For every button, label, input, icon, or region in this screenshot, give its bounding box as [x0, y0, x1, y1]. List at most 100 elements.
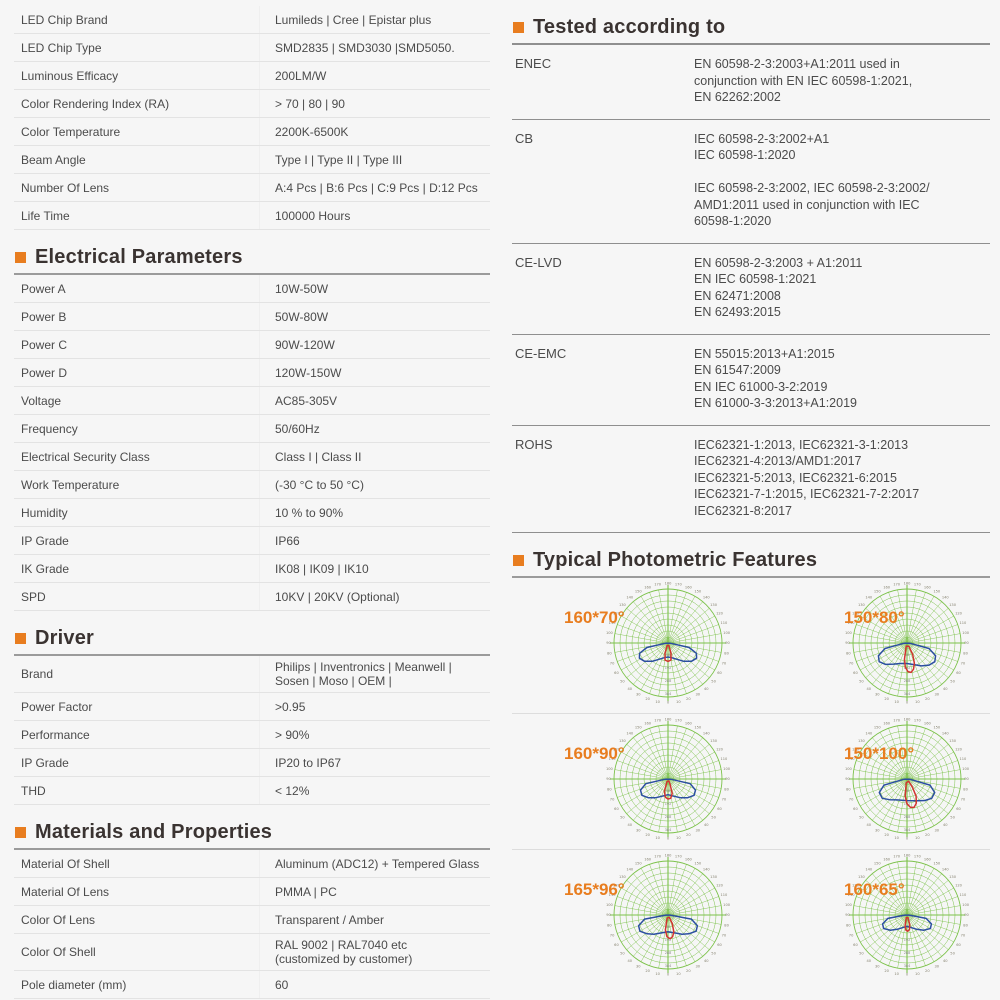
spec-row: Work Temperature (-30 °C to 50 °C) — [14, 471, 490, 499]
svg-text:10: 10 — [676, 836, 681, 840]
svg-text:30: 30 — [934, 829, 939, 833]
svg-text:30: 30 — [875, 693, 880, 697]
photometric-cell: 165*96° 0 10 10 20 20 30 30 40 40 50 50 60 60 70 70 80 80… — [512, 850, 751, 985]
svg-text:90: 90 — [606, 777, 611, 781]
svg-text:10: 10 — [655, 700, 660, 704]
svg-text:150: 150 — [694, 590, 702, 594]
svg-text:20: 20 — [686, 833, 691, 837]
spec-label: Power B — [21, 309, 67, 324]
beam-angle-label: 160*65° — [844, 880, 905, 899]
svg-text:192: 192 — [665, 802, 671, 806]
svg-text:100: 100 — [723, 767, 731, 771]
spec-value: >0.95 — [259, 693, 490, 720]
svg-text:60: 60 — [614, 943, 619, 947]
svg-text:96: 96 — [905, 653, 909, 657]
svg-text:120: 120 — [852, 611, 860, 615]
driver-spec-table: Brand Philips | Inventronics | Meanwell |… — [14, 656, 490, 805]
svg-text:30: 30 — [934, 693, 939, 697]
spec-row: Color Of Shell RAL 9002 | RAL7040 etc (cu… — [14, 934, 490, 971]
svg-text:110: 110 — [959, 757, 967, 761]
spec-label: Material Of Lens — [21, 884, 110, 899]
general-spec-table: LED Chip Brand Lumileds | Cree | Epistar … — [14, 6, 490, 230]
svg-text:10: 10 — [894, 700, 899, 704]
svg-text:70: 70 — [961, 662, 966, 666]
svg-text:170: 170 — [914, 855, 922, 859]
svg-text:120: 120 — [955, 611, 963, 615]
svg-text:140: 140 — [942, 732, 950, 736]
spec-value: 120W-150W — [259, 359, 490, 386]
svg-text:130: 130 — [949, 603, 957, 607]
svg-text:0: 0 — [906, 837, 909, 841]
spec-row: LED Chip Type SMD2835 | SMD3030 |SMD5050. — [14, 34, 490, 62]
spec-label: Humidity — [21, 505, 68, 520]
section-divider — [14, 273, 490, 275]
svg-text:80: 80 — [607, 788, 612, 792]
section-materials-properties: Materials and Properties — [14, 819, 490, 845]
spec-label: LED Chip Brand — [21, 12, 108, 27]
svg-text:150: 150 — [933, 726, 941, 730]
svg-text:10: 10 — [894, 836, 899, 840]
photometric-polar-chart: 0 101020203030404050506060707080809090100… — [606, 582, 731, 705]
certification-name: CB — [515, 130, 534, 146]
svg-text:130: 130 — [858, 875, 866, 879]
certification-name: CE-EMC — [515, 345, 567, 361]
svg-text:130: 130 — [710, 739, 718, 743]
svg-text:10: 10 — [676, 972, 681, 976]
spec-label: Color Of Lens — [21, 912, 96, 927]
svg-text:96: 96 — [666, 789, 670, 793]
svg-text:192: 192 — [665, 666, 671, 670]
svg-text:10: 10 — [676, 700, 681, 704]
svg-text:160: 160 — [924, 721, 932, 725]
svg-text:80: 80 — [963, 924, 968, 928]
spec-label: Brand — [21, 667, 54, 681]
photometric-cell: 150*100° 0 10 10 20 20 30 30 40 40 50 50 60 60 70 70 80 8… — [751, 714, 990, 849]
svg-text:30: 30 — [695, 965, 700, 969]
svg-text:50: 50 — [711, 679, 716, 683]
svg-text:90: 90 — [964, 641, 969, 645]
svg-text:130: 130 — [710, 603, 718, 607]
svg-text:150: 150 — [694, 726, 702, 730]
svg-text:384: 384 — [665, 964, 671, 968]
svg-text:110: 110 — [609, 893, 617, 897]
svg-text:140: 140 — [865, 596, 873, 600]
spec-label: Beam Angle — [21, 152, 86, 167]
svg-text:90: 90 — [606, 913, 611, 917]
spec-value: A:4 Pcs | B:6 Pcs | C:9 Pcs | D:12 Pcs — [259, 174, 490, 201]
svg-text:140: 140 — [865, 732, 873, 736]
spec-label: Performance — [21, 727, 90, 742]
certification-row: ROHS IEC62321-1:2013, IEC62321-3-1:2013 I… — [512, 426, 990, 533]
spec-row: SPD 10KV | 20KV (Optional) — [14, 583, 490, 611]
svg-text:80: 80 — [846, 788, 851, 792]
section-divider — [14, 848, 490, 850]
svg-text:130: 130 — [949, 739, 957, 743]
spec-value: 90W-120W — [259, 331, 490, 358]
spec-label: THD — [21, 783, 46, 798]
spec-value: 10KV | 20KV (Optional) — [259, 583, 490, 610]
section-driver: Driver — [14, 625, 490, 651]
svg-text:100: 100 — [962, 631, 970, 635]
svg-text:150: 150 — [694, 862, 702, 866]
svg-text:100: 100 — [606, 903, 614, 907]
spec-row: Power A 10W-50W — [14, 275, 490, 303]
spec-label: Voltage — [21, 393, 62, 408]
spec-label: Work Temperature — [21, 477, 120, 492]
svg-text:60: 60 — [956, 671, 961, 675]
svg-text:160: 160 — [685, 721, 693, 725]
svg-text:20: 20 — [884, 969, 889, 973]
svg-text:20: 20 — [645, 969, 650, 973]
certification-row: CE-EMC EN 55015:2013+A1:2015 EN 61547:200… — [512, 335, 990, 426]
spec-value: 50W-80W — [259, 303, 490, 330]
svg-text:10: 10 — [915, 972, 920, 976]
svg-text:70: 70 — [722, 798, 727, 802]
svg-text:96: 96 — [666, 653, 670, 657]
svg-text:130: 130 — [949, 875, 957, 879]
svg-text:180: 180 — [904, 854, 912, 858]
svg-text:120: 120 — [716, 747, 724, 751]
svg-text:30: 30 — [636, 965, 641, 969]
certification-standards: EN 60598-2-3:2003+A1:2011 used in conjun… — [694, 57, 913, 104]
svg-text:100: 100 — [962, 767, 970, 771]
spec-row: Material Of Lens PMMA | PC — [14, 878, 490, 906]
spec-label: IP Grade — [21, 755, 69, 770]
svg-text:70: 70 — [961, 934, 966, 938]
